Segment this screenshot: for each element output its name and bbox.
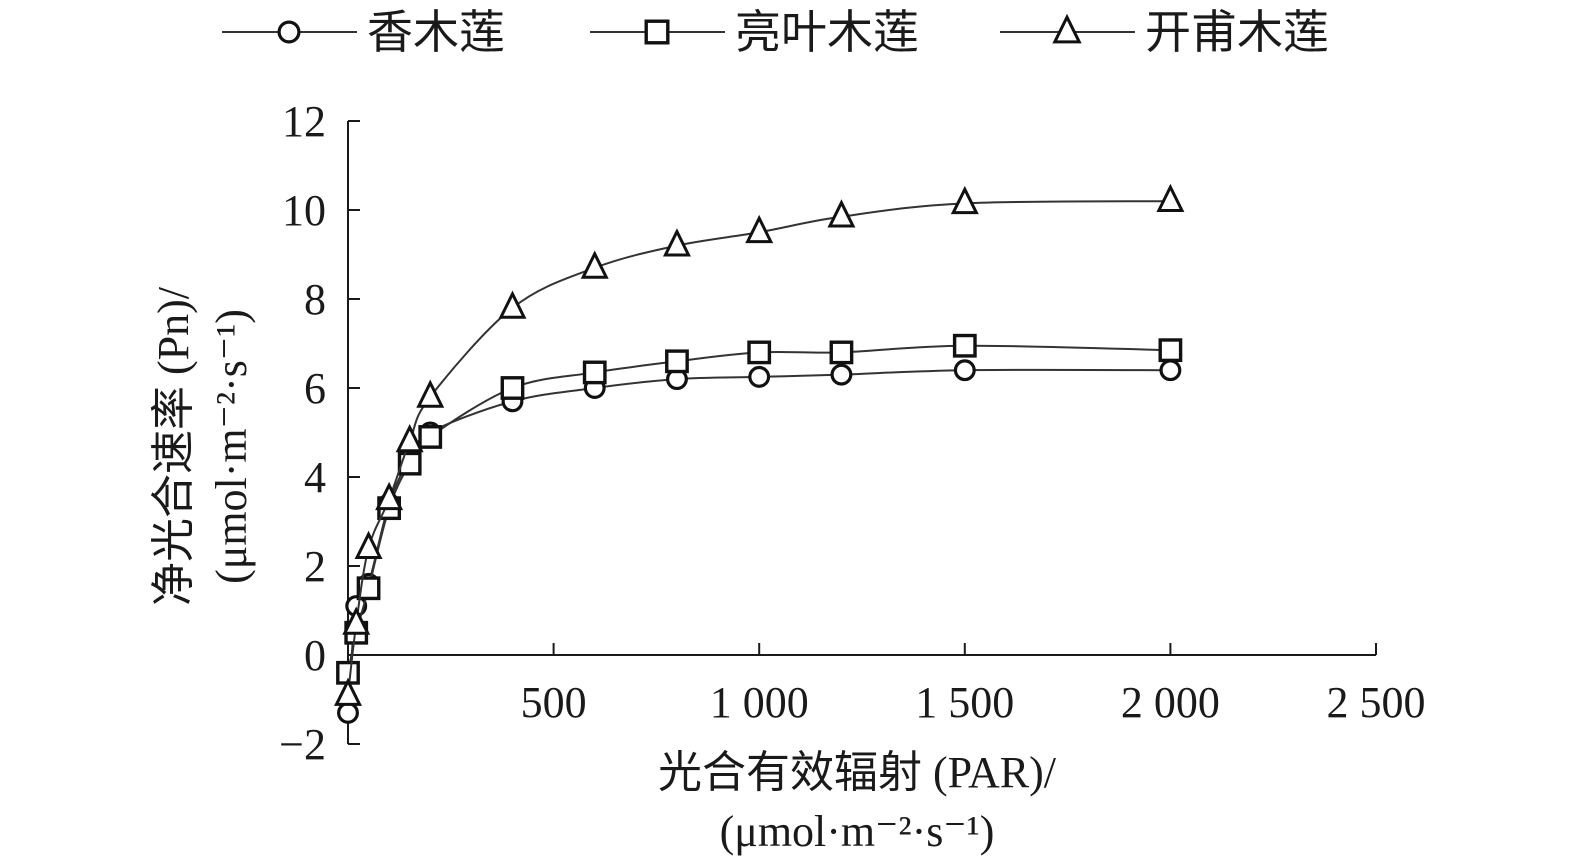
x-axis-title-line2: (μmol·m⁻²·s⁻¹) bbox=[720, 807, 995, 856]
triangle-marker bbox=[342, 606, 371, 635]
square-marker bbox=[829, 340, 854, 365]
triangle-marker bbox=[395, 423, 424, 453]
axes: −2 0 2 4 6 8 10 12 500 1 000 1 500 2 000 2 500 bbox=[279, 97, 1425, 769]
triangle-marker bbox=[498, 290, 527, 319]
series-line bbox=[347, 344, 1171, 674]
y-axis-ticks: −2 0 2 4 6 8 10 12 bbox=[279, 97, 360, 769]
x-tick-label: 1 500 bbox=[915, 678, 1014, 727]
circle-marker bbox=[953, 359, 976, 382]
triangle-marker bbox=[827, 199, 856, 228]
legend-label: 香木莲 bbox=[367, 5, 505, 59]
y-tick-label: 12 bbox=[282, 97, 326, 146]
triangle-marker bbox=[375, 481, 404, 511]
legend-label: 亮叶木莲 bbox=[735, 5, 919, 59]
x-tick-label: 500 bbox=[521, 678, 587, 727]
legend-item: 亮叶木莲 bbox=[590, 5, 919, 59]
y-tick-label: 2 bbox=[304, 542, 326, 591]
triangle-marker bbox=[580, 250, 609, 279]
circle-marker bbox=[1159, 359, 1182, 382]
square-marker bbox=[665, 349, 689, 374]
triangle-marker bbox=[662, 228, 691, 257]
legend-item: 开甫木莲 bbox=[1000, 5, 1329, 59]
series-square bbox=[336, 333, 1183, 685]
circle-marker bbox=[830, 363, 853, 386]
square-marker bbox=[1158, 338, 1183, 363]
square-marker bbox=[952, 333, 977, 358]
square-marker bbox=[500, 376, 525, 400]
legend: 香木莲 亮叶木莲 开甫木莲 bbox=[222, 5, 1329, 59]
y-tick-label: 4 bbox=[304, 453, 326, 502]
x-axis-title-line1: 光合有效辐射 (PAR)/ bbox=[658, 748, 1057, 797]
y-axis-title-line2: (μmol·m⁻²·s⁻¹) bbox=[207, 309, 256, 584]
square-marker bbox=[747, 340, 772, 365]
square-marker bbox=[418, 425, 443, 449]
triangle-marker bbox=[1052, 13, 1082, 44]
circle-marker bbox=[277, 20, 301, 44]
square-marker bbox=[582, 360, 607, 385]
square-marker bbox=[397, 451, 422, 476]
x-axis-ticks: 500 1 000 1 500 2 000 2 500 bbox=[521, 643, 1426, 727]
triangle-marker bbox=[354, 530, 383, 560]
legend-label: 开甫木莲 bbox=[1145, 5, 1329, 59]
y-axis-title-line1: 净光合速率 (Pn)/ bbox=[149, 286, 198, 606]
series-line bbox=[347, 200, 1171, 696]
y-tick-label: 10 bbox=[282, 186, 326, 235]
legend-item: 香木莲 bbox=[222, 5, 505, 59]
y-tick-label: 0 bbox=[304, 631, 326, 680]
circle-marker bbox=[337, 701, 359, 724]
series-line bbox=[347, 368, 1171, 713]
x-tick-label: 1 000 bbox=[710, 678, 809, 727]
series-triangle bbox=[334, 183, 1185, 706]
triangle-marker bbox=[950, 185, 979, 215]
triangle-marker bbox=[745, 214, 774, 244]
x-tick-label: 2 000 bbox=[1121, 678, 1220, 727]
square-marker bbox=[644, 19, 670, 45]
axis-titles: 光合有效辐射 (PAR)/ (μmol·m⁻²·s⁻¹) 净光合速率 (Pn)/… bbox=[149, 286, 1057, 856]
triangle-marker bbox=[416, 379, 445, 408]
y-tick-label: 6 bbox=[304, 364, 326, 413]
x-tick-label: 2 500 bbox=[1327, 678, 1426, 727]
square-marker bbox=[356, 576, 381, 601]
series-circle bbox=[337, 359, 1182, 724]
y-tick-label: −2 bbox=[279, 720, 326, 769]
series-layer bbox=[334, 183, 1185, 724]
y-tick-label: 8 bbox=[304, 275, 326, 324]
triangle-marker bbox=[334, 677, 362, 706]
triangle-marker bbox=[1156, 183, 1185, 212]
circle-marker bbox=[748, 365, 771, 388]
